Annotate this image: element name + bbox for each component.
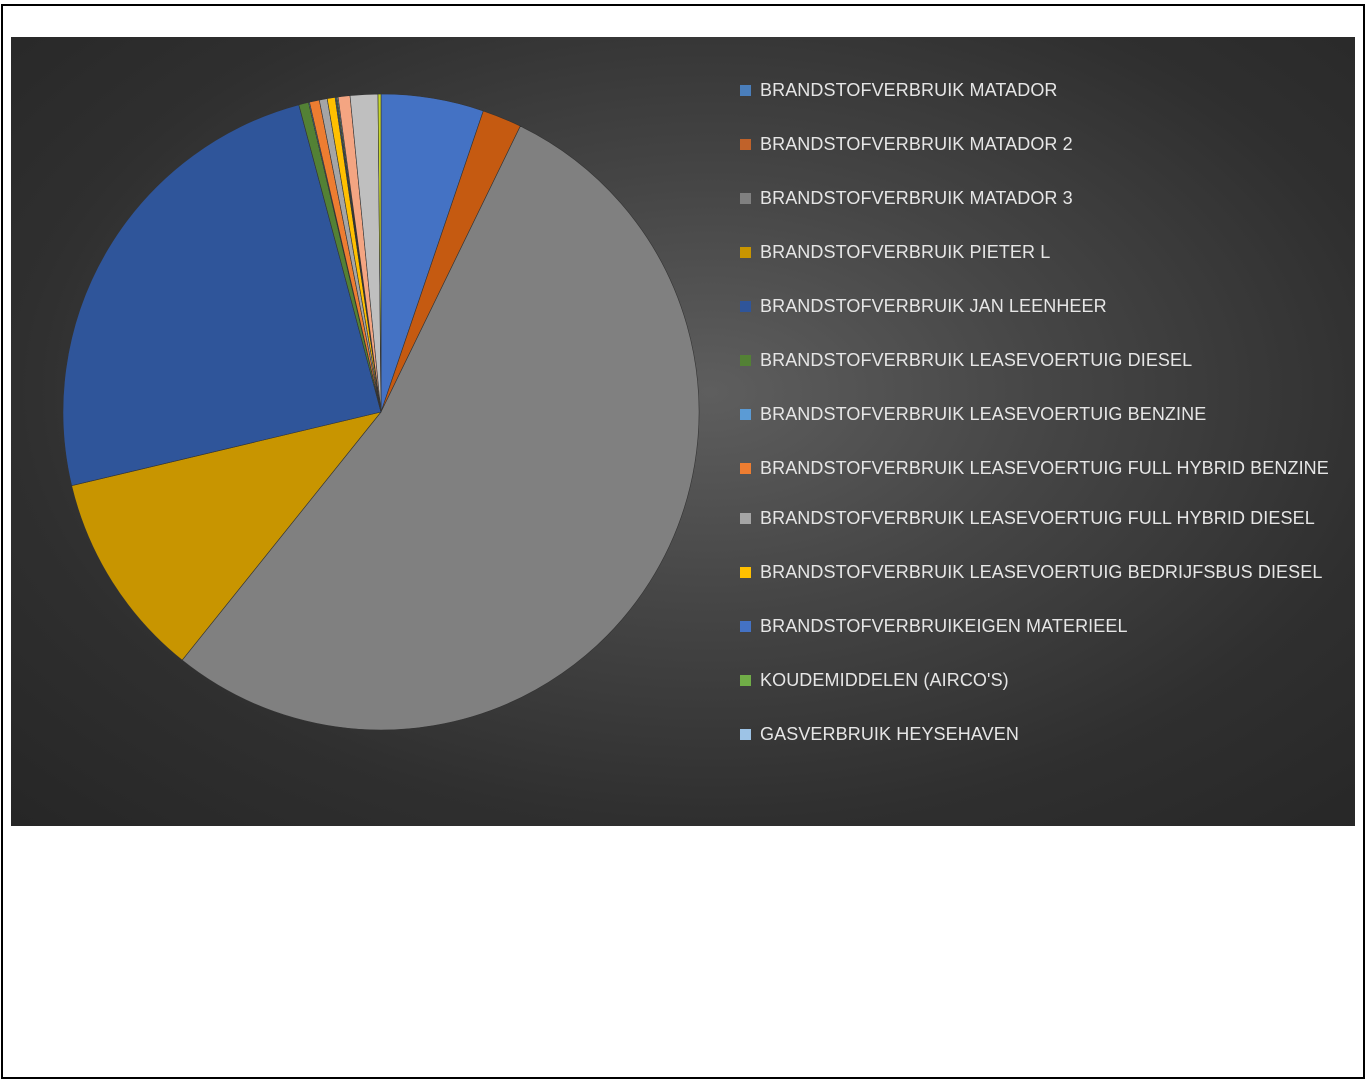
legend-item: BRANDSTOFVERBRUIK JAN LEENHEER: [740, 295, 1355, 318]
legend-label: BRANDSTOFVERBRUIK MATADOR 3: [760, 188, 1073, 208]
legend-swatch: [740, 463, 751, 474]
legend-swatch: [740, 85, 751, 96]
legend-swatch: [740, 139, 751, 150]
legend-swatch: [740, 567, 751, 578]
legend-swatch: [740, 409, 751, 420]
legend-item: BRANDSTOFVERBRUIK LEASEVOERTUIG BEDRIJFS…: [740, 561, 1355, 584]
legend-label: BRANDSTOFVERBRUIKEIGEN MATERIEEL: [760, 616, 1128, 636]
legend-item: BRANDSTOFVERBRUIK PIETER L: [740, 241, 1355, 264]
legend-swatch: [740, 301, 751, 312]
legend-label: BRANDSTOFVERBRUIK JAN LEENHEER: [760, 296, 1107, 316]
legend-item: BRANDSTOFVERBRUIK LEASEVOERTUIG FULL HYB…: [740, 507, 1355, 530]
legend-item: KOUDEMIDDELEN (AIRCO'S): [740, 669, 1355, 692]
legend-swatch: [740, 621, 751, 632]
pie-slice-x2: [377, 93, 382, 413]
legend-swatch: [740, 355, 751, 366]
legend-swatch: [740, 675, 751, 686]
legend-item: BRANDSTOFVERBRUIKEIGEN MATERIEEL: [740, 615, 1355, 638]
legend-item: BRANDSTOFVERBRUIK LEASEVOERTUIG BENZINE: [740, 403, 1355, 426]
legend-label: GASVERBRUIK HEYSEHAVEN: [760, 724, 1019, 744]
pie-slice-3: [71, 411, 382, 661]
legend-label: BRANDSTOFVERBRUIK LEASEVOERTUIG BEDRIJFS…: [760, 562, 1323, 582]
legend-swatch: [740, 513, 751, 524]
legend-item: BRANDSTOFVERBRUIK MATADOR 3: [740, 187, 1355, 210]
pie-chart: [62, 93, 700, 731]
chart-area: BRANDSTOFVERBRUIK MATADOR BRANDSTOFVERBRU…: [11, 37, 1355, 826]
legend-swatch: [740, 729, 751, 740]
pie-slice-4: [62, 104, 382, 487]
pie-slice-2: [181, 125, 700, 731]
legend-item: BRANDSTOFVERBRUIK LEASEVOERTUIG DIESEL: [740, 349, 1355, 372]
legend-item: GASVERBRUIK HEYSEHAVEN: [740, 723, 1355, 746]
legend-label: BRANDSTOFVERBRUIK LEASEVOERTUIG BENZINE: [760, 404, 1207, 424]
legend-swatch: [740, 193, 751, 204]
legend-label: BRANDSTOFVERBRUIK MATADOR 2: [760, 134, 1073, 154]
legend-item: BRANDSTOFVERBRUIK MATADOR 2: [740, 133, 1355, 156]
legend-label: BRANDSTOFVERBRUIK LEASEVOERTUIG FULL HYB…: [760, 508, 1315, 528]
legend-label: BRANDSTOFVERBRUIK PIETER L: [760, 242, 1051, 262]
legend-swatch: [740, 247, 751, 258]
legend-label: BRANDSTOFVERBRUIK LEASEVOERTUIG FULL HYB…: [760, 458, 1329, 478]
legend-label: BRANDSTOFVERBRUIK MATADOR: [760, 80, 1058, 100]
legend-label: KOUDEMIDDELEN (AIRCO'S): [760, 670, 1009, 690]
legend-label: BRANDSTOFVERBRUIK LEASEVOERTUIG DIESEL: [760, 350, 1193, 370]
legend-item: BRANDSTOFVERBRUIK LEASEVOERTUIG FULL HYB…: [740, 457, 1355, 480]
legend-item: BRANDSTOFVERBRUIK MATADOR: [740, 79, 1355, 102]
